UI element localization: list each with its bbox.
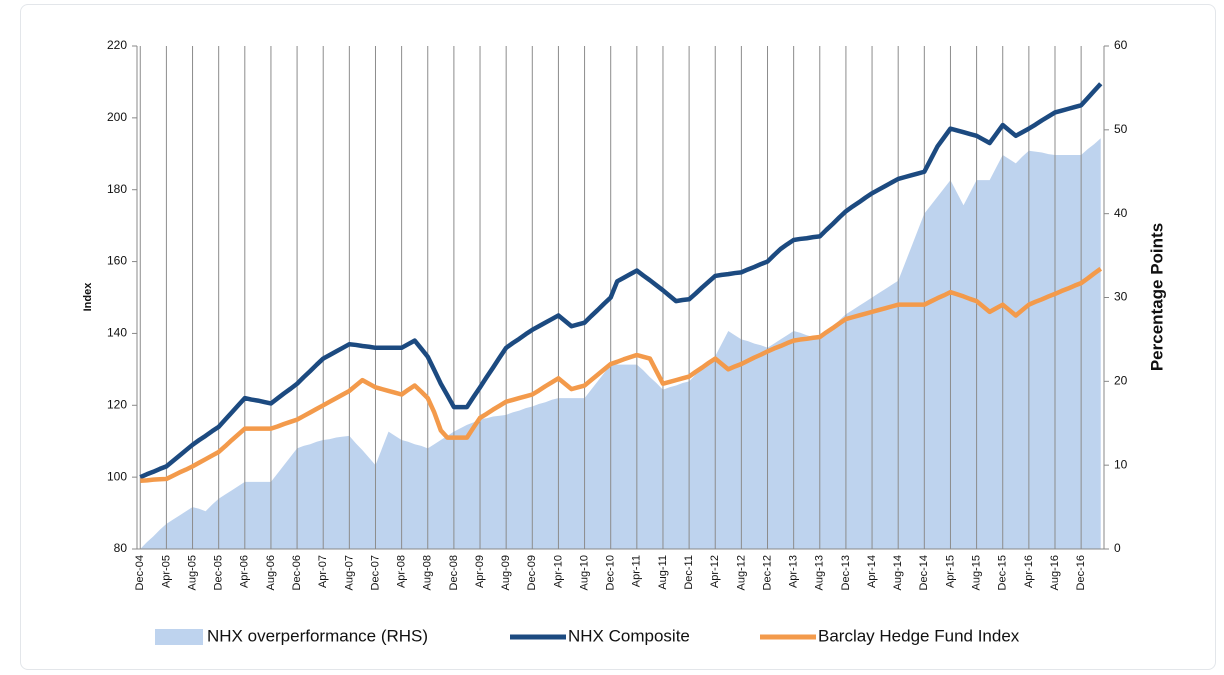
- y-axis-title: Index: [82, 282, 94, 312]
- line: [139, 82, 1103, 480]
- x-tick-label: Apr-05: [160, 555, 172, 588]
- y2-tick-label: 40: [1114, 206, 1128, 220]
- legend-label: NHX Composite: [568, 626, 690, 645]
- x-tick-label: Aug-09: [500, 555, 512, 590]
- y-tick-label: 180: [107, 182, 127, 196]
- y2-tick-label: 50: [1114, 122, 1128, 136]
- x-tick-label: Apr-10: [552, 555, 564, 588]
- y-tick-label: 80: [114, 541, 128, 555]
- x-tick-label: Apr-14: [866, 555, 878, 588]
- x-tick-label: Apr-13: [788, 555, 800, 588]
- x-tick-label: Apr-16: [1023, 555, 1035, 588]
- x-tick-label: Dec-13: [840, 555, 852, 590]
- x-tick-label: Aug-08: [422, 555, 434, 590]
- y-tick-label: 220: [107, 38, 127, 52]
- y-tick-label: 120: [107, 397, 127, 411]
- y2-tick-label: 60: [1114, 38, 1128, 52]
- x-tick-label: Dec-07: [369, 555, 381, 590]
- x-tick-label: Apr-11: [631, 555, 643, 587]
- y2-tick-label: 20: [1114, 374, 1128, 388]
- y-tick-label: 100: [107, 469, 127, 483]
- x-tick-label: Dec-09: [526, 555, 538, 590]
- y2-tick-label: 0: [1114, 541, 1121, 555]
- y2-tick-label: 30: [1114, 290, 1128, 304]
- x-tick-label: Dec-14: [918, 555, 930, 590]
- x-tick-label: Aug-07: [343, 555, 355, 590]
- x-tick-label: Apr-09: [474, 555, 486, 588]
- x-tick-label: Aug-14: [892, 555, 904, 590]
- x-tick-label: Dec-12: [761, 555, 773, 590]
- x-tick-label: Dec-06: [291, 555, 303, 590]
- x-tick-label: Apr-08: [396, 555, 408, 588]
- legend-label: NHX overperformance (RHS): [207, 626, 428, 645]
- x-tick-label: Aug-05: [186, 555, 198, 590]
- legend-label: Barclay Hedge Fund Index: [818, 626, 1020, 645]
- x-tick-label: Aug-10: [578, 555, 590, 590]
- area: [140, 138, 1101, 549]
- y2-tick-label: 10: [1114, 457, 1128, 471]
- x-tick-label: Aug-16: [1049, 555, 1061, 590]
- x-tick-label: Dec-04: [134, 555, 146, 590]
- x-tick-label: Dec-11: [683, 555, 695, 590]
- x-tick-label: Apr-12: [709, 555, 721, 588]
- y-tick-label: 200: [107, 110, 127, 124]
- chart-card: [20, 4, 1216, 670]
- x-tick-label: Aug-13: [814, 555, 826, 590]
- x-tick-label: Aug-15: [970, 555, 982, 590]
- x-tick-label: Aug-06: [265, 555, 277, 590]
- y2-axis-title: Percentage Points: [1147, 223, 1166, 371]
- y-tick-label: 140: [107, 326, 127, 340]
- x-tick-label: Dec-05: [213, 555, 225, 590]
- x-tick-label: Dec-10: [605, 555, 617, 590]
- y-tick-label: 160: [107, 254, 127, 268]
- x-tick-label: Apr-06: [239, 555, 251, 588]
- x-tick-label: Dec-16: [1075, 555, 1087, 590]
- x-tick-label: Dec-15: [997, 555, 1009, 590]
- x-tick-label: Aug-12: [735, 555, 747, 590]
- x-tick-label: Apr-15: [944, 555, 956, 588]
- x-tick-label: Dec-08: [448, 555, 460, 590]
- legend-swatch: [155, 629, 203, 645]
- x-tick-label: Aug-11: [657, 555, 669, 590]
- line: [140, 266, 1103, 483]
- x-tick-label: Apr-07: [317, 555, 329, 588]
